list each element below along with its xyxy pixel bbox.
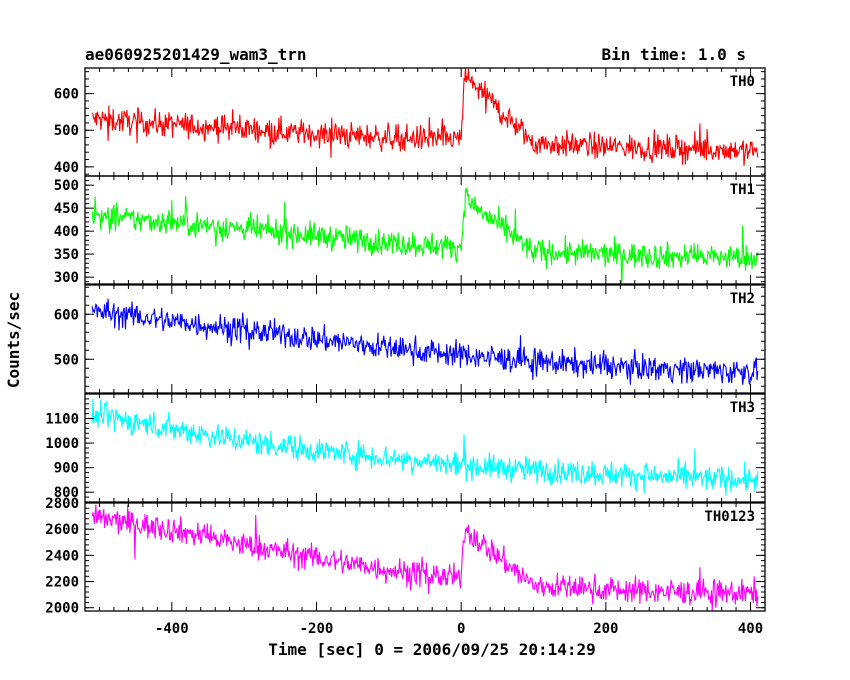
y-tick-label: 500 — [54, 352, 79, 368]
y-tick-label: 2000 — [45, 601, 79, 617]
y-tick-label: 400 — [54, 160, 79, 176]
y-tick-label: 800 — [54, 485, 79, 501]
series-line-th1 — [91, 187, 759, 284]
panel-label-th0123: TH0123 — [704, 509, 755, 525]
x-tick-label: 400 — [738, 621, 763, 637]
y-tick-label: 2800 — [45, 496, 79, 512]
panel-label-th0: TH0 — [730, 74, 755, 90]
series-line-th2 — [91, 298, 759, 386]
y-tick-label: 1000 — [45, 436, 79, 452]
y-tick-label: 2600 — [45, 522, 79, 538]
y-tick-label: 400 — [54, 224, 79, 240]
y-tick-label: 2400 — [45, 548, 79, 564]
panel-frame — [84, 284, 766, 394]
x-tick-label: 200 — [593, 621, 618, 637]
series-line-th0123 — [91, 504, 759, 611]
panel-label-th3: TH3 — [730, 400, 755, 416]
y-tick-label: 300 — [54, 270, 79, 286]
x-axis-label: Time [sec] 0 = 2006/09/25 20:14:29 — [268, 640, 596, 659]
y-tick-label: 900 — [54, 461, 79, 477]
series-line-th3 — [91, 398, 759, 496]
x-tick-label: 0 — [457, 621, 465, 637]
x-tick-label: -200 — [300, 621, 334, 637]
y-tick-label: 2200 — [45, 575, 79, 591]
series-line-th0 — [91, 68, 759, 167]
y-tick-label: 1100 — [45, 412, 79, 428]
panel-label-th1: TH1 — [730, 182, 755, 198]
y-tick-label: 450 — [54, 201, 79, 217]
x-tick-label: -400 — [155, 621, 189, 637]
panel-frame — [84, 175, 766, 285]
panel-frame — [84, 393, 766, 503]
y-axis-label: Counts/sec — [4, 292, 23, 388]
panels-group: TH0 400 500 600 TH1 300 350 400 450 500 TH2 500 600 T… — [45, 67, 766, 637]
y-tick-label: 600 — [54, 87, 79, 103]
y-tick-label: 350 — [54, 247, 79, 263]
y-tick-label: 600 — [54, 307, 79, 323]
panel-label-th2: TH2 — [730, 291, 755, 307]
y-tick-label: 500 — [54, 123, 79, 139]
panel-frame — [84, 502, 766, 612]
chart-title: ae060925201429_wam3_trn — [85, 45, 307, 64]
y-tick-label: 500 — [54, 178, 79, 194]
bin-time-label: Bin time: 1.0 s — [602, 45, 747, 64]
